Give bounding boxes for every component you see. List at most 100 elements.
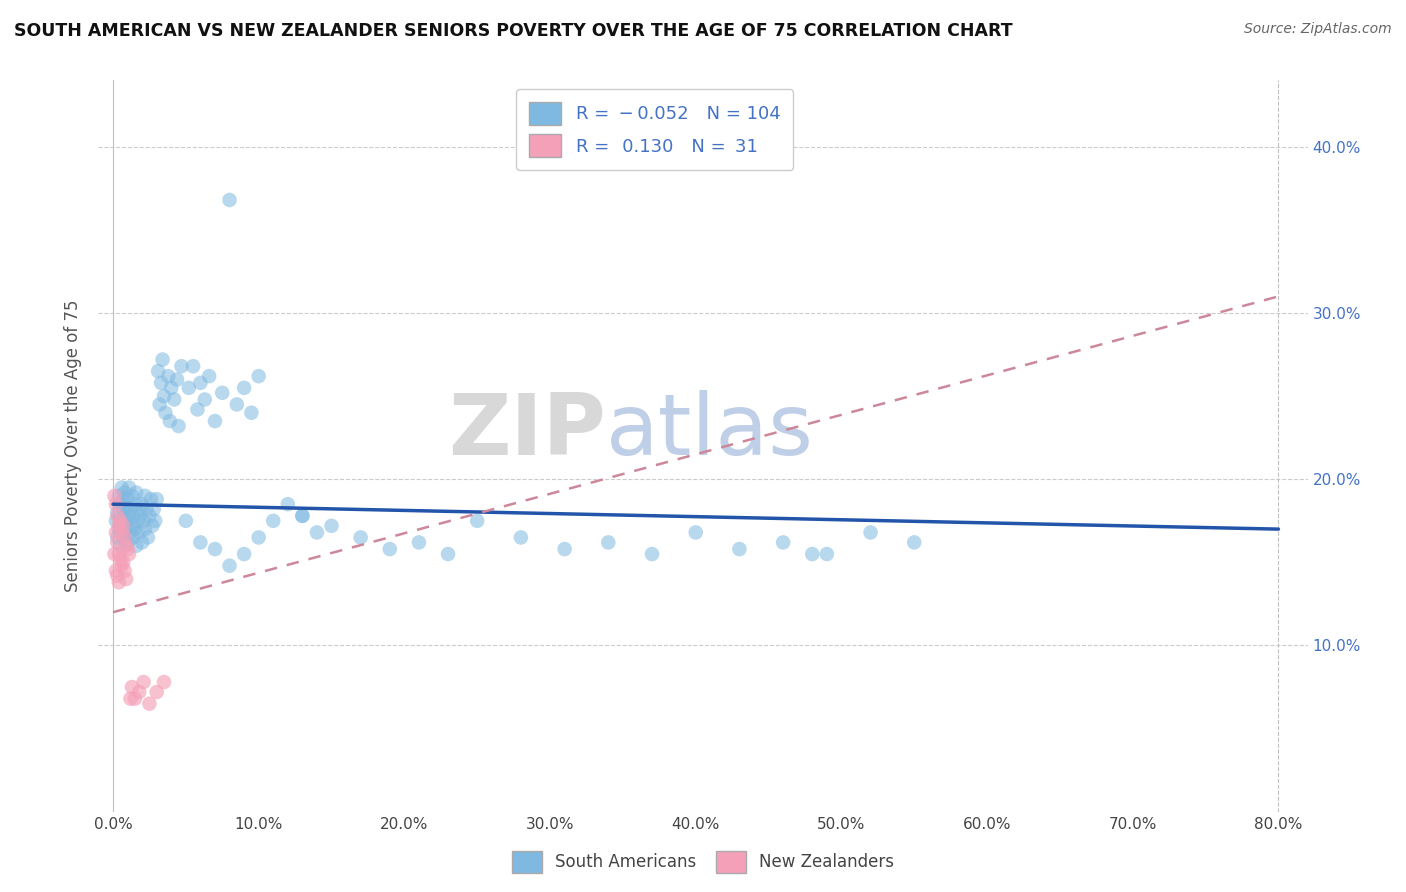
Point [350,530,373,544]
Point [124,522,146,536]
Point [218,193,240,207]
Point [641,547,664,561]
Point [903,535,925,549]
Point [111,558,134,573]
Point [859,525,882,540]
Point [104,564,127,578]
Point [772,535,794,549]
Point [120,525,142,540]
Point [121,518,143,533]
Point [131,497,153,511]
Point [728,542,751,557]
Point [128,525,150,540]
Point [110,539,132,553]
Point [115,522,138,536]
Point [114,485,136,500]
Text: SOUTH AMERICAN VS NEW ZEALANDER SENIORS POVERTY OVER THE AGE OF 75 CORRELATION C: SOUTH AMERICAN VS NEW ZEALANDER SENIORS … [14,22,1012,40]
Point [321,518,343,533]
Point [117,492,139,507]
Point [554,542,576,557]
Point [122,508,145,523]
Point [115,500,138,515]
Point [159,414,181,428]
Point [190,376,212,390]
Point [132,675,155,690]
Point [112,555,135,569]
Point [155,406,177,420]
Point [143,514,166,528]
Point [125,485,148,500]
Point [291,508,314,523]
Point [160,381,183,395]
Point [204,542,226,557]
Legend: South Americans, New Zealanders: South Americans, New Zealanders [505,845,901,880]
Point [437,547,460,561]
Legend: R =  − 0.052  N = 104, R =   0.130  N =  31: R = − 0.052 N = 104, R = 0.130 N = 31 [516,89,793,170]
Point [218,558,240,573]
Point [117,535,139,549]
Point [157,369,180,384]
Point [108,547,131,561]
Point [801,547,824,561]
Point [118,547,141,561]
Point [114,564,136,578]
Point [110,497,132,511]
Point [378,542,401,557]
Point [129,508,152,523]
Point [120,691,142,706]
Point [110,552,132,566]
Point [111,525,134,540]
Point [108,518,131,533]
Point [105,535,128,549]
Point [128,685,150,699]
Point [815,547,838,561]
Point [277,497,299,511]
Point [190,535,212,549]
Point [135,502,157,516]
Point [125,539,148,553]
Point [138,697,160,711]
Point [112,502,135,516]
Point [181,359,204,374]
Point [240,406,263,420]
Point [262,514,284,528]
Point [247,530,270,544]
Point [115,572,138,586]
Point [122,530,145,544]
Point [127,514,149,528]
Point [103,547,125,561]
Point [153,389,176,403]
Point [104,525,127,540]
Point [134,489,156,503]
Point [132,514,155,528]
Point [121,680,143,694]
Point [108,522,131,536]
Point [233,381,256,395]
Point [186,402,208,417]
Point [104,514,127,528]
Text: Source: ZipAtlas.com: Source: ZipAtlas.com [1244,22,1392,37]
Point [408,535,430,549]
Point [103,489,125,503]
Point [121,489,143,503]
Point [108,575,131,590]
Point [117,514,139,528]
Point [145,685,167,699]
Point [177,381,200,395]
Point [111,481,134,495]
Point [112,518,135,533]
Point [117,542,139,557]
Point [105,530,128,544]
Point [138,508,160,523]
Point [685,525,707,540]
Point [120,502,142,516]
Y-axis label: Seniors Poverty Over the Age of 75: Seniors Poverty Over the Age of 75 [65,300,83,592]
Point [104,497,127,511]
Point [114,508,136,523]
Point [114,530,136,544]
Point [152,352,174,367]
Point [128,502,150,516]
Point [134,522,156,536]
Point [114,530,136,544]
Point [146,364,169,378]
